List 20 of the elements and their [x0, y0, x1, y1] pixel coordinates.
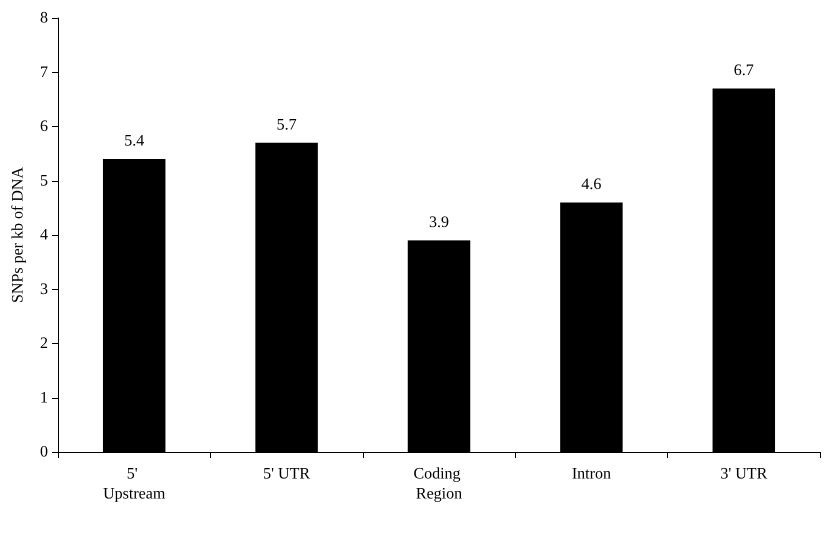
- data-label: 5.7: [276, 116, 297, 134]
- x-tick-label: Coding Region: [413, 466, 465, 502]
- data-label: 4.6: [581, 176, 602, 193]
- y-tick-label: 5: [40, 172, 48, 190]
- x-tick-label: 5' UTR: [263, 466, 310, 482]
- y-tick-label: 1: [40, 389, 48, 406]
- data-label: 3.9: [429, 214, 449, 231]
- y-tick-label: 6: [40, 118, 48, 135]
- y-tick-label: 8: [40, 10, 48, 26]
- y-tick-label: 7: [40, 64, 48, 81]
- x-tick-label: Intron: [572, 466, 611, 482]
- y-axis-title: SNPs per kb of DNA: [10, 166, 26, 303]
- x-tick-label: 5' Upstream: [103, 466, 166, 502]
- y-tick-label: 2: [40, 335, 48, 352]
- y-tick-label: 3: [40, 280, 48, 298]
- data-label: 6.7: [734, 62, 754, 80]
- data-label: 5.4: [124, 132, 144, 150]
- y-tick-label: 4: [40, 226, 48, 244]
- x-tick-label: 3' UTR: [720, 466, 768, 482]
- y-tick-label: 0: [40, 444, 48, 460]
